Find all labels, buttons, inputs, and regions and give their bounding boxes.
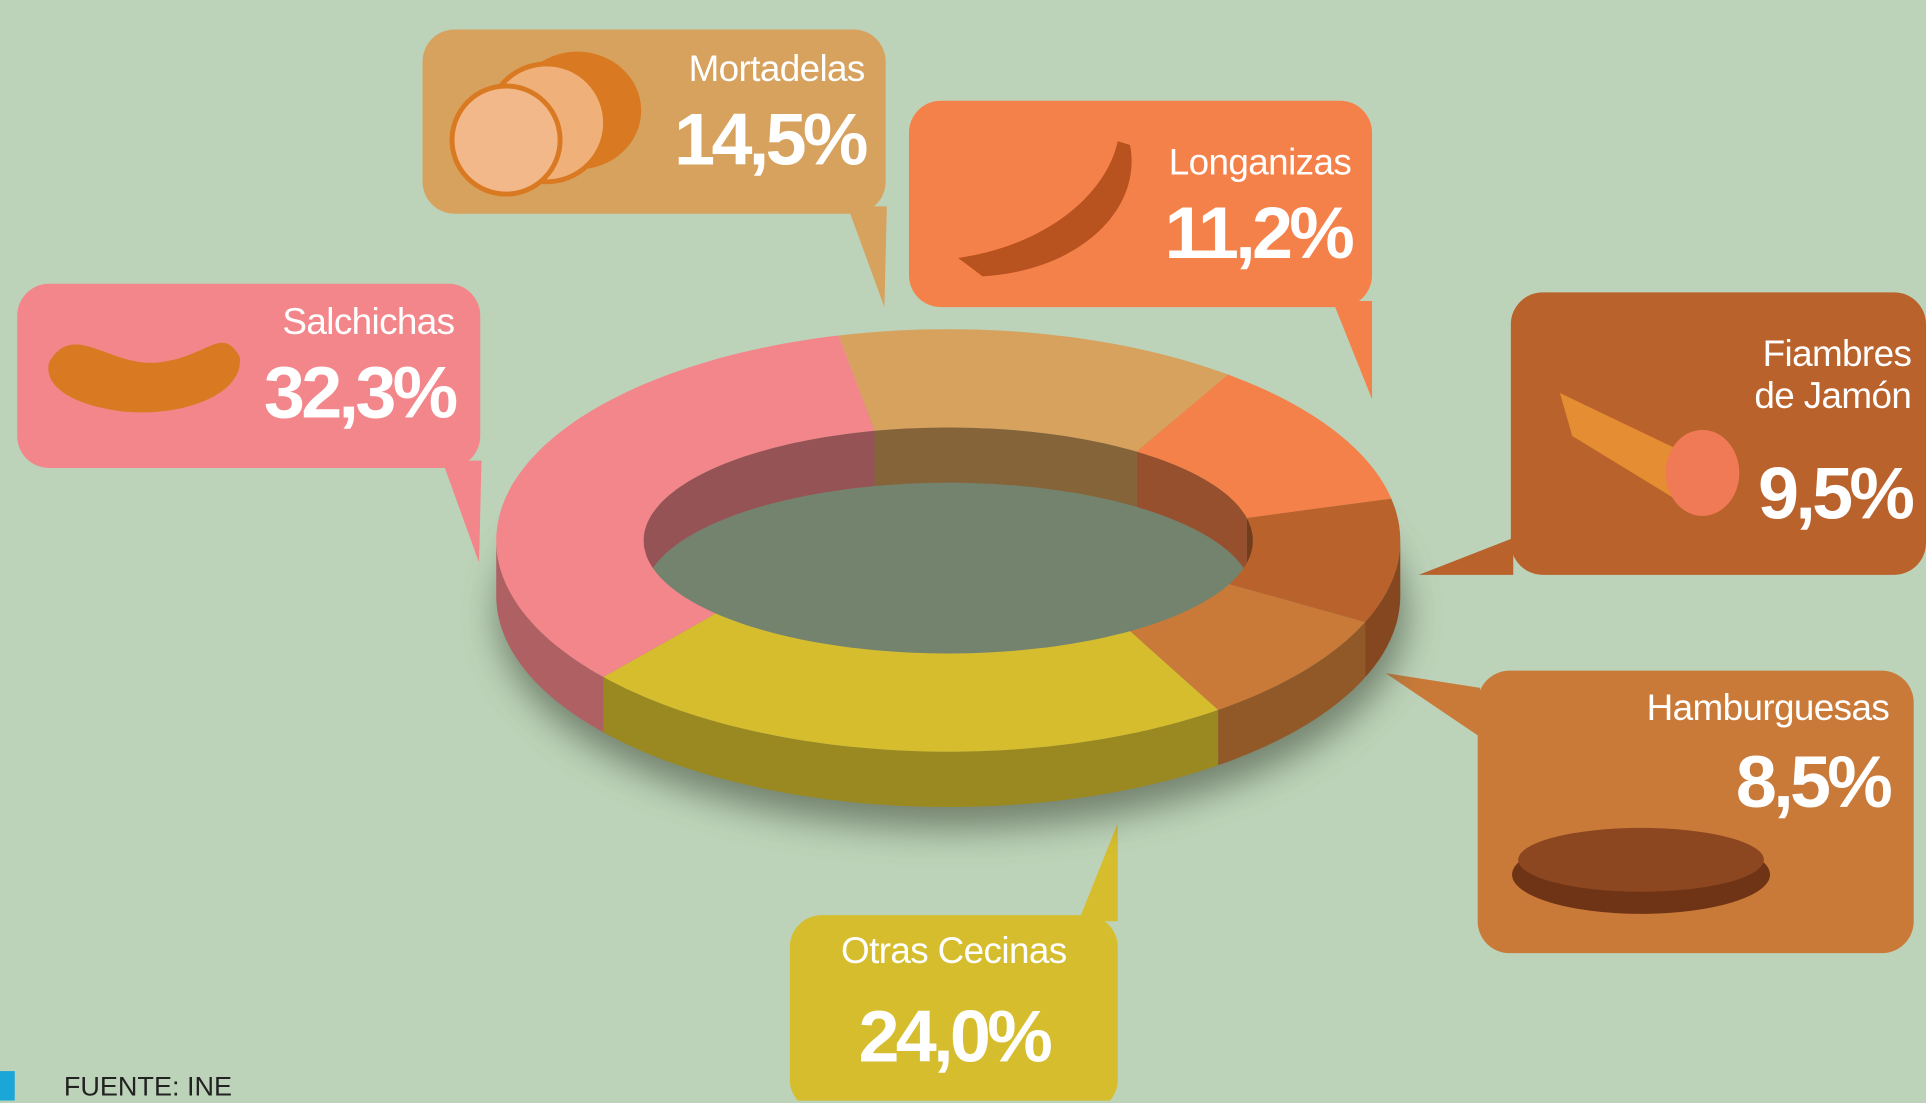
slice-side	[1136, 451, 1247, 574]
value-label: 32,3%	[263, 351, 458, 434]
slice-label: Hamburguesas	[1646, 687, 1890, 729]
donut	[496, 329, 1401, 808]
icon	[958, 141, 1132, 277]
callout-pointer	[442, 460, 482, 563]
slice-side	[643, 430, 875, 597]
icon	[48, 342, 240, 413]
icon	[1665, 429, 1740, 516]
callout-box	[17, 283, 481, 468]
icon	[1518, 827, 1764, 892]
slice-label: Fiambres de Jamón	[1754, 334, 1912, 416]
value-label: 11,2%	[1164, 191, 1355, 274]
slice-label: Otras Cecinas	[841, 931, 1067, 972]
value-label: 8,5%	[1735, 740, 1893, 823]
icon	[449, 83, 563, 197]
callout-box	[789, 915, 1118, 1101]
callout-pointer	[847, 206, 887, 308]
value-label: 24,0%	[858, 994, 1052, 1078]
slice-label: Longanizas	[1168, 142, 1352, 184]
callout-box	[1510, 292, 1926, 575]
value-label: 9,5%	[1758, 452, 1915, 535]
callout-pointer	[1332, 300, 1373, 400]
slice-side	[496, 538, 604, 733]
callout-pointer	[1385, 673, 1481, 737]
slice-side	[603, 677, 1219, 808]
icons	[48, 51, 1771, 914]
slice-side	[874, 427, 1137, 507]
callout-pointer	[1078, 822, 1118, 922]
slice-label: Mortadelas	[688, 49, 866, 90]
slice-side	[1218, 622, 1366, 766]
source: FUENTE: INE	[63, 1071, 233, 1102]
source-marker	[0, 1071, 15, 1101]
slice	[496, 335, 875, 678]
slice	[1229, 498, 1401, 623]
slice-side	[1365, 541, 1401, 678]
top-faces	[496, 329, 1401, 752]
outer-walls	[496, 538, 1401, 808]
slice	[1136, 374, 1392, 518]
value-label: 14,5%	[674, 98, 868, 181]
slice-label: Salchichas	[282, 302, 455, 343]
callout-pointer	[1418, 538, 1514, 575]
slice	[603, 613, 1219, 752]
slice	[1130, 584, 1366, 710]
slice	[838, 329, 1228, 452]
